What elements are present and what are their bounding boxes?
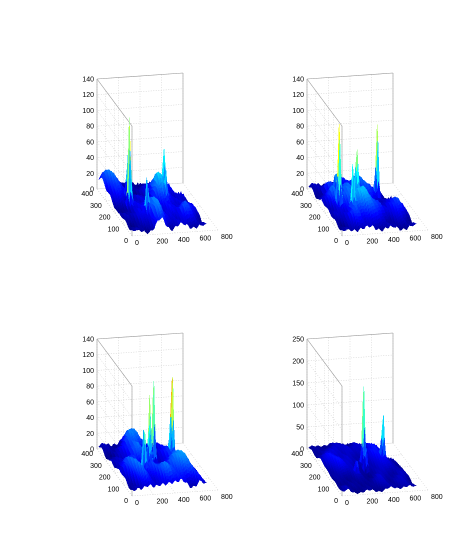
y-tick-label: 200 (99, 215, 111, 222)
z-tick-label: 40 (86, 155, 94, 162)
z-tick-label: 120 (82, 92, 94, 99)
surface-mesh (98, 117, 207, 235)
x-tick-label: 0 (345, 240, 349, 247)
y-tick-label: 300 (300, 203, 312, 210)
x-tick-label: 200 (157, 239, 169, 246)
axis-box-edge (96, 72, 184, 80)
y-tick-label: 0 (334, 238, 338, 245)
z-tick-label: 140 (292, 77, 304, 84)
z-tick-label: 40 (296, 155, 304, 162)
axis-box-edge (306, 72, 394, 80)
z-tick-label: 120 (292, 92, 304, 99)
z-tick-label: 60 (296, 139, 304, 146)
x-tick-label: 600 (410, 236, 422, 243)
z-tick-label: 80 (296, 124, 304, 131)
y-tick-label: 400 (81, 191, 93, 198)
x-tick-label: 800 (221, 234, 233, 241)
z-tick-label: 20 (296, 171, 304, 178)
z-tick-label: 80 (86, 124, 94, 131)
axis-box-edge (96, 332, 184, 340)
x-tick-label: 800 (431, 234, 443, 241)
y-tick-label: 100 (108, 226, 120, 233)
x-tick-label: 0 (135, 240, 139, 247)
y-tick-label: 200 (309, 215, 321, 222)
axis-box-edge (306, 78, 343, 127)
z-tick-label: 100 (292, 108, 304, 115)
y-tick-label: 400 (291, 191, 303, 198)
x-tick-label: 400 (178, 237, 190, 244)
z-tick-label: 100 (82, 108, 94, 115)
axis-box-edge (96, 78, 133, 127)
axis-box-edge (96, 338, 133, 387)
x-tick-label: 600 (200, 236, 212, 243)
surface-mesh (98, 377, 207, 491)
surface-mesh (308, 124, 417, 233)
x-tick-label: 200 (367, 239, 379, 246)
z-tick-label: 140 (82, 77, 94, 84)
x-tick-label: 400 (388, 237, 400, 244)
z-tick-label: 60 (86, 139, 94, 146)
y-tick-label: 300 (90, 203, 102, 210)
y-tick-label: 100 (318, 226, 330, 233)
z-tick-label: 20 (86, 171, 94, 178)
y-tick-label: 0 (124, 238, 128, 245)
